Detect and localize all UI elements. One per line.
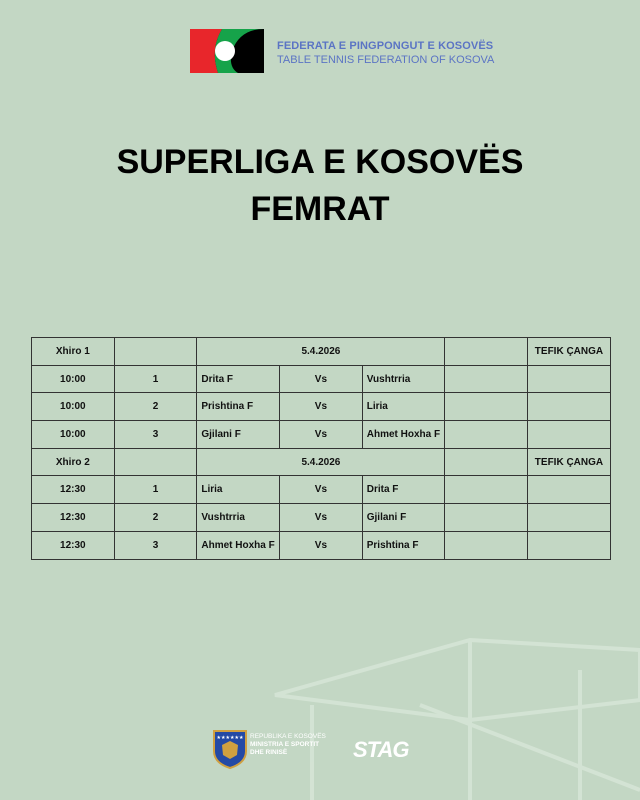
away-team: Prishtina F — [361, 530, 446, 560]
table-row: 10:00 1 Drita F Vs Vushtrria — [31, 364, 611, 394]
home-team: Liria — [196, 475, 281, 505]
match-number: 1 — [113, 364, 198, 394]
home-team: Gjilani F — [196, 420, 281, 449]
empty-cell — [444, 337, 529, 366]
table-row: 12:30 1 Liria Vs Drita F — [31, 475, 611, 505]
match-time: 12:30 — [31, 503, 115, 532]
table-row: 10:00 2 Prishtina F Vs Liria — [31, 392, 611, 422]
venue-cell — [527, 420, 611, 449]
away-team: Ahmet Hoxha F — [361, 420, 446, 449]
round-venue: TEFIK ÇANGA — [527, 337, 611, 366]
match-number: 1 — [113, 475, 198, 505]
federation-name: FEDERATA E PINGPONGUT E KOSOVËS — [277, 40, 494, 52]
round-date: 5.4.2026 — [196, 447, 446, 477]
venue-cell — [527, 503, 611, 532]
table-row: 12:30 3 Ahmet Hoxha F Vs Prishtina F — [31, 530, 611, 560]
match-number: 3 — [113, 530, 198, 560]
versus: Vs — [279, 503, 363, 532]
ministry-text: REPUBLIKA E KOSOVËS MINISTRIA E SPORTIT … — [250, 733, 326, 757]
table-row: 10:00 3 Gjilani F Vs Ahmet Hoxha F — [31, 420, 611, 449]
home-team: Prishtina F — [196, 392, 281, 422]
versus: Vs — [279, 475, 363, 505]
match-time: 10:00 — [31, 392, 115, 422]
ministry-line: REPUBLIKA E KOSOVËS — [250, 733, 326, 740]
score-cell — [444, 503, 529, 532]
empty-cell — [444, 447, 529, 477]
home-team: Vushtrria — [196, 503, 281, 532]
round-header-row: Xhiro 1 5.4.2026 TEFIK ÇANGA — [31, 337, 611, 366]
round-venue: TEFIK ÇANGA — [527, 447, 611, 477]
away-team: Gjilani F — [361, 503, 446, 532]
svg-text:★★★★★★: ★★★★★★ — [217, 735, 244, 741]
match-time: 10:00 — [31, 420, 115, 449]
away-team: Liria — [361, 392, 446, 422]
empty-cell — [113, 447, 198, 477]
federation-name-english: TABLE TENNIS FEDERATION OF KOSOVA — [277, 54, 495, 66]
versus: Vs — [279, 420, 363, 449]
ministry-line: MINISTRIA E SPORTIT — [250, 741, 320, 748]
venue-cell — [527, 530, 611, 560]
away-team: Drita F — [361, 475, 446, 505]
home-team: Drita F — [196, 364, 281, 394]
versus: Vs — [279, 530, 363, 560]
round-header-row: Xhiro 2 5.4.2026 TEFIK ÇANGA — [31, 447, 611, 477]
match-number: 3 — [113, 420, 198, 449]
venue-cell — [527, 475, 611, 505]
kosovo-coat-of-arms-icon: ★★★★★★ — [213, 730, 247, 769]
venue-cell — [527, 364, 611, 394]
score-cell — [444, 530, 529, 560]
match-time: 12:30 — [31, 475, 115, 505]
match-number: 2 — [113, 503, 198, 532]
round-label: Xhiro 2 — [31, 447, 115, 477]
match-time: 12:30 — [31, 530, 115, 560]
empty-cell — [113, 337, 198, 366]
page-title: SUPERLIGA E KOSOVËS — [116, 143, 524, 181]
match-time: 10:00 — [31, 364, 115, 394]
score-cell — [444, 475, 529, 505]
score-cell — [444, 420, 529, 449]
versus: Vs — [279, 392, 363, 422]
page-subtitle: FEMRAT — [250, 190, 390, 228]
versus: Vs — [279, 364, 363, 394]
away-team: Vushtrria — [361, 364, 446, 394]
round-label: Xhiro 1 — [31, 337, 115, 366]
sponsor-logo: STAG — [353, 737, 409, 762]
score-cell — [444, 364, 529, 394]
score-cell — [444, 392, 529, 422]
schedule-table: Xhiro 1 5.4.2026 TEFIK ÇANGA 10:00 1 Dri… — [31, 337, 611, 560]
federation-logo — [190, 29, 264, 73]
match-number: 2 — [113, 392, 198, 422]
table-row: 12:30 2 Vushtrria Vs Gjilani F — [31, 503, 611, 532]
ministry-line: DHE RINISË — [250, 749, 288, 756]
home-team: Ahmet Hoxha F — [196, 530, 281, 560]
round-date: 5.4.2026 — [196, 337, 446, 366]
venue-cell — [527, 392, 611, 422]
